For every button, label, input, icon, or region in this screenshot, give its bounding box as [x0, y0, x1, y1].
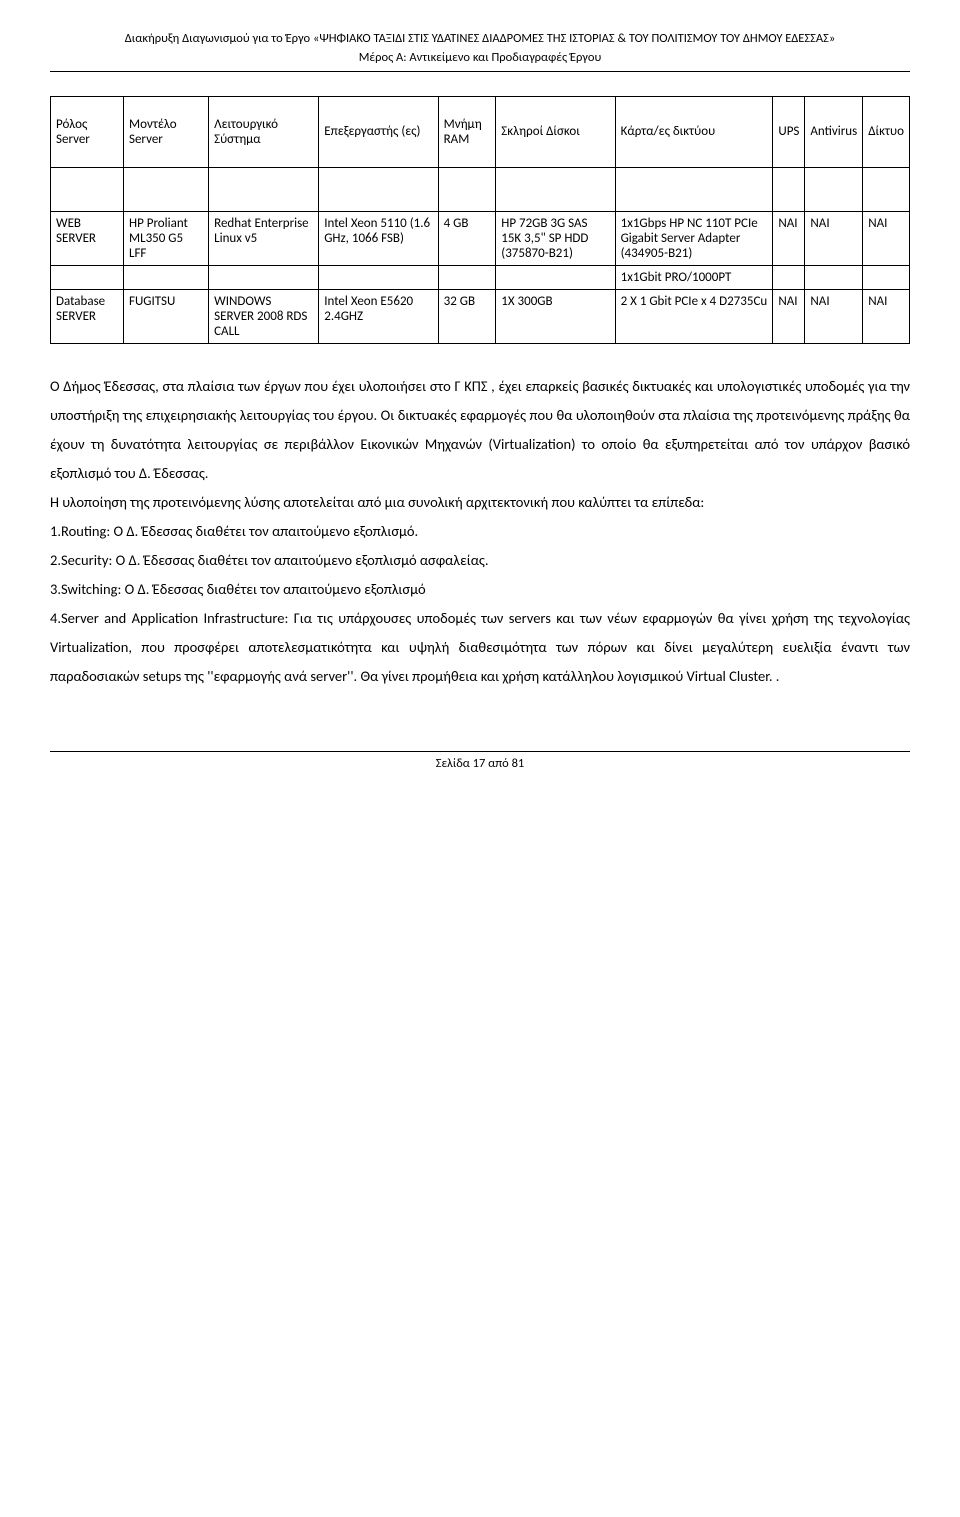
col-lan: Δίκτυο — [863, 96, 910, 167]
specs-table: Ρόλος Server Μοντέλο Server Λειτουργικό … — [50, 96, 910, 344]
cell-disks: HP 72GB 3G SAS 15K 3,5" SP HDD (375870-B… — [496, 211, 615, 265]
col-model: Μοντέλο Server — [123, 96, 208, 167]
table-row: Database SERVER FUGITSU WINDOWS SERVER 2… — [51, 289, 910, 343]
table-header-row: Ρόλος Server Μοντέλο Server Λειτουργικό … — [51, 96, 910, 167]
cell-net: 1x1Gbps HP NC 110T PCIe Gigabit Server A… — [615, 211, 773, 265]
doc-header-title: Διακήρυξη Διαγωνισμού για το Έργο «ΨΗΦΙΑ… — [50, 30, 910, 48]
cell-model: HP Proliant ML350 G5 LFF — [123, 211, 208, 265]
table-row: 1x1Gbit PRO/1000PT — [51, 265, 910, 289]
cell-os: WINDOWS SERVER 2008 RDS CALL — [209, 289, 319, 343]
cell-av: ΝΑΙ — [805, 289, 863, 343]
col-ups: UPS — [773, 96, 805, 167]
col-disks: Σκληροί Δίσκοι — [496, 96, 615, 167]
cell-cpu: Intel Xeon 5110 (1.6 GHz, 1066 FSB) — [319, 211, 438, 265]
cell-lan: ΝΑΙ — [863, 211, 910, 265]
cell-ups: ΝΑΙ — [773, 211, 805, 265]
cell-av: ΝΑΙ — [805, 211, 863, 265]
col-os: Λειτουργικό Σύστημα — [209, 96, 319, 167]
cell-cpu: Intel Xeon E5620 2.4GHZ — [319, 289, 438, 343]
cell-role: Database SERVER — [51, 289, 124, 343]
cell-model: FUGITSU — [123, 289, 208, 343]
list-item: 3.Switching: Ο Δ. Έδεσσας διαθέτει τον α… — [50, 575, 910, 604]
cell-ups: ΝΑΙ — [773, 289, 805, 343]
table-spacer-row — [51, 167, 910, 211]
list-item: 2.Security: Ο Δ. Έδεσσας διαθέτει τον απ… — [50, 546, 910, 575]
cell-net: 2 X 1 Gbit PCIe x 4 D2735Cu — [615, 289, 773, 343]
col-net: Κάρτα/ες δικτύου — [615, 96, 773, 167]
cell-role: WEB SERVER — [51, 211, 124, 265]
body-text: Ο Δήμος Έδεσσας, στα πλαίσια των έργων π… — [50, 372, 910, 691]
cell-net-extra: 1x1Gbit PRO/1000PT — [615, 265, 773, 289]
cell-disks: 1X 300GB — [496, 289, 615, 343]
col-ram: Μνήμη RAM — [438, 96, 496, 167]
page-footer: Σελίδα 17 από 81 — [50, 751, 910, 771]
cell-ram: 32 GB — [438, 289, 496, 343]
col-cpu: Επεξεργαστής (ες) — [319, 96, 438, 167]
doc-header-subtitle: Μέρος Α: Αντικείμενο και Προδιαγραφές Έρ… — [50, 50, 910, 65]
cell-os: Redhat Enterprise Linux v5 — [209, 211, 319, 265]
list-item: 1.Routing: Ο Δ. Έδεσσας διαθέτει τον απα… — [50, 517, 910, 546]
paragraph: Η υλοποίηση της προτεινόμενης λύσης αποτ… — [50, 488, 910, 517]
table-row: WEB SERVER HP Proliant ML350 G5 LFF Redh… — [51, 211, 910, 265]
col-role: Ρόλος Server — [51, 96, 124, 167]
col-antivir: Antivirus — [805, 96, 863, 167]
list-item: 4.Server and Application Infrastructure:… — [50, 604, 910, 691]
cell-ram: 4 GB — [438, 211, 496, 265]
paragraph: Ο Δήμος Έδεσσας, στα πλαίσια των έργων π… — [50, 372, 910, 488]
header-divider — [50, 71, 910, 72]
cell-lan: ΝΑΙ — [863, 289, 910, 343]
